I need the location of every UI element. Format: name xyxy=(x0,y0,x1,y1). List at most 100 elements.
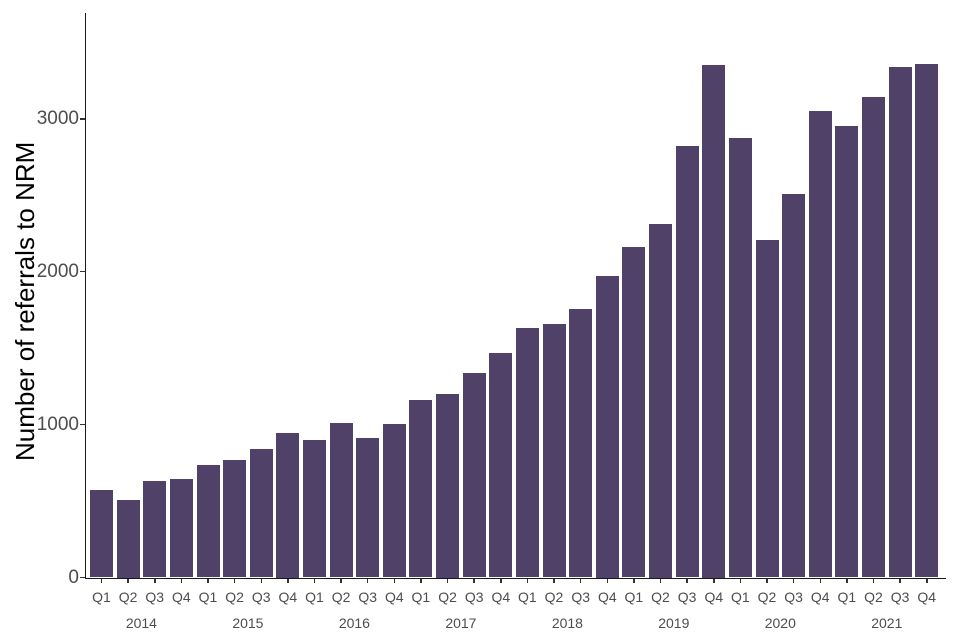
year-label-2017: 2017 xyxy=(445,615,477,631)
x-tick-mark-2021-q1 xyxy=(846,578,848,583)
y-axis-line xyxy=(84,13,86,578)
x-tick-label-2021-q4: Q4 xyxy=(917,589,937,605)
x-tick-mark-2019-q1 xyxy=(633,578,635,583)
bar-2014-q3 xyxy=(143,481,167,578)
x-tick-mark-2017-q1 xyxy=(420,578,422,583)
x-tick-label-2020-q2: Q2 xyxy=(757,589,777,605)
y-tick-label-2000: 2000 xyxy=(36,260,79,282)
y-tick-label-3000: 3000 xyxy=(36,107,79,129)
x-tick-mark-2021-q3 xyxy=(899,578,901,583)
x-tick-label-2014-q4: Q4 xyxy=(172,589,191,605)
y-tick-mark-2000 xyxy=(79,270,85,273)
bar-2018-q3 xyxy=(569,309,593,578)
x-tick-label-2021-q1: Q1 xyxy=(837,589,857,605)
bar-2019-q4 xyxy=(702,64,726,578)
x-tick-mark-2017-q3 xyxy=(473,578,475,583)
x-tick-mark-2016-q4 xyxy=(393,578,396,583)
x-tick-label-2021-q2: Q2 xyxy=(864,589,883,605)
bar-2018-q4 xyxy=(595,275,619,578)
x-tick-mark-2017-q2 xyxy=(446,578,449,583)
x-tick-label-2016-q2: Q2 xyxy=(331,589,351,605)
x-tick-label-2014-q1: Q1 xyxy=(92,589,111,605)
x-tick-label-2015-q4: Q4 xyxy=(278,589,298,605)
y-tick-mark-0 xyxy=(79,576,85,579)
x-tick-label-2020-q4: Q4 xyxy=(810,589,830,605)
x-tick-label-2019-q2: Q2 xyxy=(651,589,670,605)
x-tick-label-2020-q1: Q1 xyxy=(731,589,750,605)
bar-2018-q2 xyxy=(542,323,566,578)
x-tick-mark-2015-q2 xyxy=(233,578,236,583)
x-tick-mark-2020-q3 xyxy=(792,578,795,583)
bar-2014-q4 xyxy=(169,478,193,578)
bar-2015-q2 xyxy=(223,459,247,578)
year-label-2019: 2019 xyxy=(658,615,690,631)
bar-2017-q2 xyxy=(436,394,460,578)
x-tick-label-2017-q2: Q2 xyxy=(438,589,457,605)
x-tick-label-2016-q3: Q3 xyxy=(358,589,378,605)
year-label-2015: 2015 xyxy=(232,615,264,631)
x-tick-mark-2016-q2 xyxy=(340,578,342,583)
bar-2016-q2 xyxy=(329,423,353,578)
y-tick-mark-3000 xyxy=(79,118,85,120)
bar-2017-q1 xyxy=(409,400,433,578)
bar-2015-q3 xyxy=(249,449,273,578)
year-label-2016: 2016 xyxy=(338,615,370,631)
x-tick-label-2018-q2: Q2 xyxy=(544,589,564,605)
bar-2017-q3 xyxy=(462,373,486,578)
bar-2021-q2 xyxy=(862,96,885,578)
x-tick-mark-2014-q3 xyxy=(154,578,156,583)
x-tick-mark-2015-q1 xyxy=(207,578,209,583)
bar-2015-q1 xyxy=(196,465,220,578)
year-label-2020: 2020 xyxy=(764,615,796,631)
bar-2019-q1 xyxy=(622,247,646,578)
x-tick-mark-2016-q1 xyxy=(313,578,316,583)
bar-2020-q2 xyxy=(755,239,779,578)
x-tick-label-2015-q1: Q1 xyxy=(198,589,218,605)
x-tick-mark-2020-q2 xyxy=(766,578,768,583)
x-tick-mark-2019-q3 xyxy=(686,578,688,583)
x-tick-mark-2018-q1 xyxy=(526,578,529,583)
x-tick-label-2017-q3: Q3 xyxy=(464,589,484,605)
bar-2019-q3 xyxy=(675,146,699,578)
bar-2019-q2 xyxy=(649,223,672,578)
x-tick-mark-2015-q3 xyxy=(260,578,262,583)
x-tick-mark-2020-q1 xyxy=(739,578,742,583)
bar-2020-q1 xyxy=(728,137,752,578)
x-tick-label-2015-q3: Q3 xyxy=(251,589,271,605)
x-tick-mark-2014-q4 xyxy=(180,578,183,583)
bar-2017-q4 xyxy=(489,352,513,578)
bar-2018-q1 xyxy=(515,328,539,578)
x-tick-mark-2021-q2 xyxy=(872,578,875,583)
x-tick-mark-2018-q2 xyxy=(553,578,555,583)
x-tick-label-2017-q4: Q4 xyxy=(491,589,511,605)
x-tick-mark-2015-q4 xyxy=(287,578,289,583)
x-tick-label-2021-q3: Q3 xyxy=(890,589,910,605)
x-tick-label-2020-q3: Q3 xyxy=(784,589,803,605)
bar-2021-q4 xyxy=(915,63,939,578)
y-tick-label-1000: 1000 xyxy=(36,413,79,435)
bar-2014-q2 xyxy=(116,499,140,578)
bar-2020-q4 xyxy=(808,111,832,578)
x-tick-mark-2014-q1 xyxy=(100,578,103,583)
x-tick-mark-2017-q4 xyxy=(500,578,502,583)
x-tick-label-2019-q3: Q3 xyxy=(677,589,697,605)
x-tick-label-2019-q4: Q4 xyxy=(704,589,724,605)
bar-2021-q3 xyxy=(888,66,912,578)
x-tick-mark-2014-q2 xyxy=(127,578,129,583)
bar-2015-q4 xyxy=(276,433,300,578)
bar-2014-q1 xyxy=(90,490,113,578)
bar-2021-q1 xyxy=(835,126,859,578)
x-tick-label-2015-q2: Q2 xyxy=(225,589,244,605)
y-tick-mark-1000 xyxy=(79,423,85,426)
x-tick-mark-2019-q4 xyxy=(713,578,715,583)
x-tick-label-2017-q1: Q1 xyxy=(411,589,431,605)
x-tick-label-2018-q4: Q4 xyxy=(597,589,617,605)
x-tick-label-2016-q1: Q1 xyxy=(305,589,324,605)
bar-2016-q1 xyxy=(303,439,326,578)
x-tick-mark-2016-q3 xyxy=(366,578,369,583)
x-axis-line xyxy=(84,577,946,579)
year-label-2018: 2018 xyxy=(551,615,583,631)
y-tick-label-0: 0 xyxy=(68,566,79,588)
bar-2016-q4 xyxy=(382,423,406,578)
